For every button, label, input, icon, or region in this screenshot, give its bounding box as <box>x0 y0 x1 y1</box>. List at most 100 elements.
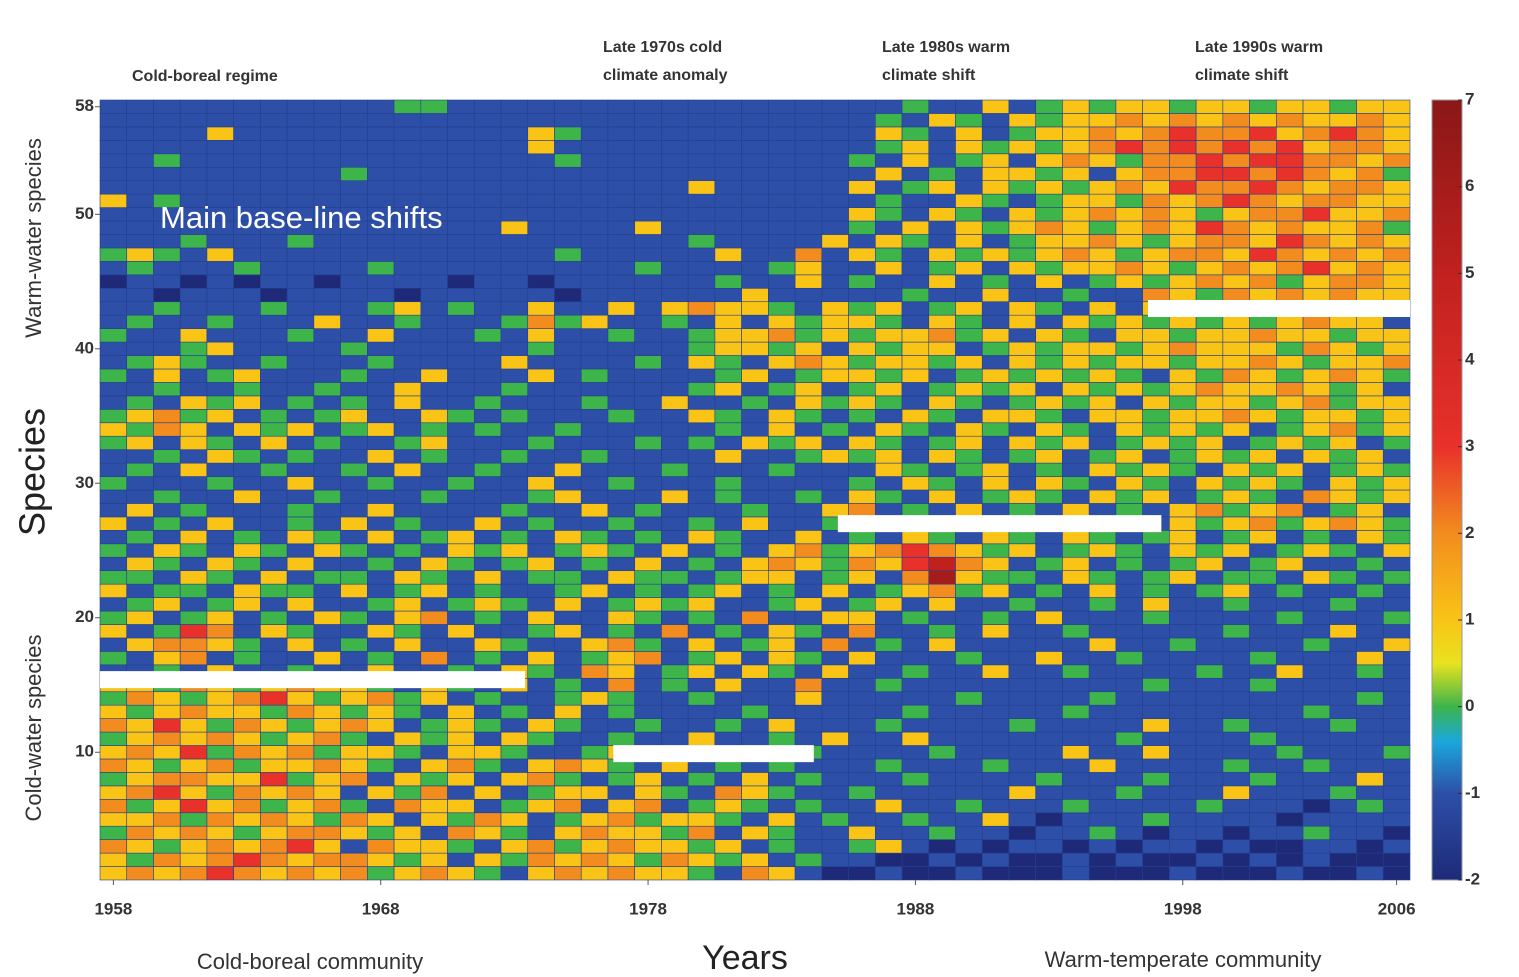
heatmap-cell <box>714 409 742 424</box>
heatmap-cell <box>126 637 154 652</box>
heatmap-cell <box>447 153 475 168</box>
heatmap-cell <box>714 126 742 141</box>
heatmap-cell <box>1195 180 1224 195</box>
heatmap-cell <box>1249 409 1277 424</box>
heatmap-cell <box>875 247 903 262</box>
heatmap-cell <box>875 825 903 840</box>
heatmap-cell <box>634 126 662 141</box>
heatmap-cell <box>580 583 609 598</box>
heatmap-cell <box>500 691 529 706</box>
heatmap-cell <box>821 583 849 598</box>
heatmap-cell <box>340 758 368 773</box>
heatmap-cell <box>340 449 368 464</box>
annotation: Late 1990s warm <box>1195 39 1323 56</box>
heatmap-cell <box>901 247 930 262</box>
heatmap-cell <box>687 314 716 329</box>
heatmap-cell <box>393 597 422 612</box>
heatmap-cell <box>99 866 128 881</box>
heatmap-cell <box>233 570 261 585</box>
heatmap-cell <box>206 516 234 531</box>
heatmap-cell <box>661 314 689 329</box>
heatmap-cell <box>1276 113 1304 128</box>
heatmap-cell <box>153 825 181 840</box>
heatmap-cell <box>1382 113 1411 128</box>
heatmap-cell <box>580 556 609 571</box>
heatmap-cell <box>580 274 609 289</box>
heatmap-cell <box>901 745 930 760</box>
heatmap-cell <box>1035 355 1063 370</box>
heatmap-cell <box>1356 772 1384 787</box>
heatmap-cell <box>126 301 154 316</box>
heatmap-cell <box>420 261 448 276</box>
heatmap-cell <box>928 866 956 881</box>
heatmap-cell <box>1302 866 1331 881</box>
heatmap-cell <box>1008 382 1037 397</box>
heatmap-cell <box>1249 664 1277 679</box>
heatmap-cell <box>233 731 261 746</box>
heatmap-cell <box>1302 220 1331 235</box>
heatmap-cell <box>1115 153 1143 168</box>
heatmap-cell <box>1276 247 1304 262</box>
heatmap-cell <box>1249 570 1277 585</box>
heatmap-cell <box>848 355 876 370</box>
heatmap-cell <box>1195 651 1224 666</box>
heatmap-cell <box>981 651 1010 666</box>
heatmap-cell <box>1088 247 1117 262</box>
heatmap-cell <box>286 718 315 733</box>
heatmap-cell <box>821 637 849 652</box>
heatmap-cell <box>1035 99 1063 114</box>
heatmap-cell <box>420 731 448 746</box>
heatmap-cell <box>206 247 234 262</box>
heatmap-cell <box>1329 637 1357 652</box>
heatmap-cell <box>1062 812 1090 827</box>
heatmap-cell <box>634 234 662 249</box>
heatmap-cell <box>1382 287 1411 303</box>
heatmap-cell <box>821 785 849 800</box>
heatmap-cell <box>500 274 529 289</box>
heatmap-cell <box>1195 287 1224 303</box>
heatmap-cell <box>233 449 261 464</box>
heatmap-cell <box>260 583 288 598</box>
heatmap-cell <box>1302 637 1331 652</box>
heatmap-cell <box>367 556 395 571</box>
heatmap-cell <box>1142 839 1170 854</box>
heatmap-cell <box>260 570 288 585</box>
heatmap-cell <box>126 745 154 760</box>
heatmap-cell <box>1356 691 1384 706</box>
heatmap-cell <box>661 664 689 679</box>
heatmap-cell <box>928 368 956 383</box>
heatmap-cell <box>821 220 849 235</box>
heatmap-cell <box>634 691 662 706</box>
heatmap-cell <box>1169 651 1197 666</box>
heatmap-cell <box>1356 220 1384 235</box>
heatmap-cell <box>393 825 422 840</box>
heatmap-cell <box>768 476 796 491</box>
heatmap-cell <box>714 704 742 719</box>
heatmap-cell <box>1062 234 1090 249</box>
heatmap-cell <box>126 852 154 867</box>
heatmap-cell <box>1276 314 1304 329</box>
heatmap-cell <box>1329 651 1357 666</box>
heatmap-cell <box>313 799 341 814</box>
heatmap-cell <box>99 691 128 706</box>
heatmap-cell <box>634 772 662 787</box>
heatmap-cell <box>1276 866 1304 881</box>
heatmap-cell <box>1382 409 1411 424</box>
heatmap-cell <box>741 556 769 571</box>
heatmap-cell <box>634 825 662 840</box>
heatmap-cell <box>527 395 555 410</box>
heatmap-cell <box>447 852 475 867</box>
heatmap-cell <box>554 153 582 168</box>
heatmap-cell <box>1088 489 1117 504</box>
heatmap-cell <box>661 287 689 303</box>
heatmap-cell <box>393 758 422 773</box>
heatmap-cell <box>286 812 315 827</box>
heatmap-cell <box>1276 476 1304 491</box>
heatmap-cell <box>99 193 128 208</box>
heatmap-cell <box>875 624 903 639</box>
heatmap-cell <box>420 825 448 840</box>
heatmap-cell <box>527 328 555 343</box>
heatmap-cell <box>1169 435 1197 450</box>
heatmap-cell <box>126 624 154 639</box>
heatmap-cell <box>1115 866 1143 881</box>
